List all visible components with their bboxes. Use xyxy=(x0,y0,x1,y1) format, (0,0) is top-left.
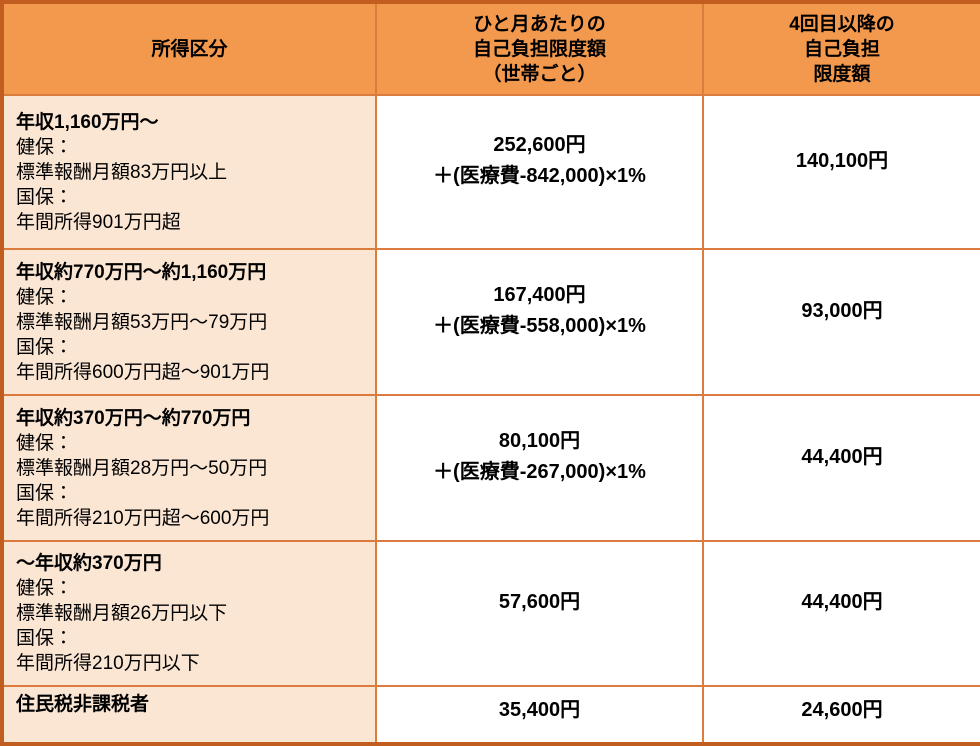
monthly-limit-cell: 35,400円 xyxy=(375,685,704,745)
category-cell: ～年収約370万円 健保： 標準報酬月額26万円以下 国保： 年間所得210万円… xyxy=(1,540,377,687)
fourth-limit-cell: 93,000円 xyxy=(702,248,980,396)
fourth-limit-cell: 44,400円 xyxy=(702,394,980,542)
row-income-1160-plus: 年収1,160万円～ 健保： 標準報酬月額83万円以上 国保： 年間所得901万… xyxy=(1,94,980,250)
header-monthly-limit: ひと月あたりの 自己負担限度額 （世帯ごと） xyxy=(375,1,704,96)
category-details: 健保： 標準報酬月額53万円～79万円 国保： 年間所得600万円超～901万円 xyxy=(16,286,270,383)
monthly-limit-cell: 57,600円 xyxy=(375,540,704,687)
category-cell: 年収約370万円～約770万円 健保： 標準報酬月額28万円～50万円 国保： … xyxy=(1,394,377,542)
category-title: 住民税非課税者 xyxy=(16,694,150,715)
row-income-370-770: 年収約370万円～約770万円 健保： 標準報酬月額28万円～50万円 国保： … xyxy=(1,394,980,542)
category-title: 年収約370万円～約770万円 xyxy=(16,407,251,429)
row-income-under-370: ～年収約370万円 健保： 標準報酬月額26万円以下 国保： 年間所得210万円… xyxy=(1,540,980,687)
category-title: ～年収約370万円 xyxy=(16,553,162,574)
monthly-limit-cell: 167,400円 ＋(医療費-558,000)×1% xyxy=(375,248,704,396)
category-title: 年収約770万円～約1,160万円 xyxy=(16,261,267,283)
monthly-limit-cell: 252,600円 ＋(医療費-842,000)×1% xyxy=(375,94,704,250)
header-row: 所得区分 ひと月あたりの 自己負担限度額 （世帯ごと） 4回目以降の 自己負担 … xyxy=(1,1,980,96)
category-cell: 住民税非課税者 xyxy=(1,685,377,745)
monthly-limit-cell: 80,100円 ＋(医療費-267,000)×1% xyxy=(375,394,704,542)
header-fourth-time-limit: 4回目以降の 自己負担 限度額 xyxy=(702,1,980,96)
row-income-770-1160: 年収約770万円～約1,160万円 健保： 標準報酬月額53万円～79万円 国保… xyxy=(1,248,980,396)
category-details: 健保： 標準報酬月額26万円以下 国保： 年間所得210万円以下 xyxy=(16,578,228,674)
fourth-limit-cell: 24,600円 xyxy=(702,685,980,745)
category-details: 健保： 標準報酬月額83万円以上 国保： 年間所得901万円超 xyxy=(16,136,228,233)
fourth-limit-cell: 140,100円 xyxy=(702,94,980,250)
row-resident-tax-exempt: 住民税非課税者 35,400円 24,600円 xyxy=(1,685,980,745)
header-income-category: 所得区分 xyxy=(1,1,377,96)
fourth-limit-cell: 44,400円 xyxy=(702,540,980,687)
category-details: 健保： 標準報酬月額28万円～50万円 国保： 年間所得210万円超～600万円 xyxy=(16,432,270,529)
category-cell: 年収1,160万円～ 健保： 標準報酬月額83万円以上 国保： 年間所得901万… xyxy=(1,94,377,250)
category-title: 年収1,160万円～ xyxy=(16,111,159,133)
category-cell: 年収約770万円～約1,160万円 健保： 標準報酬月額53万円～79万円 国保… xyxy=(1,248,377,396)
